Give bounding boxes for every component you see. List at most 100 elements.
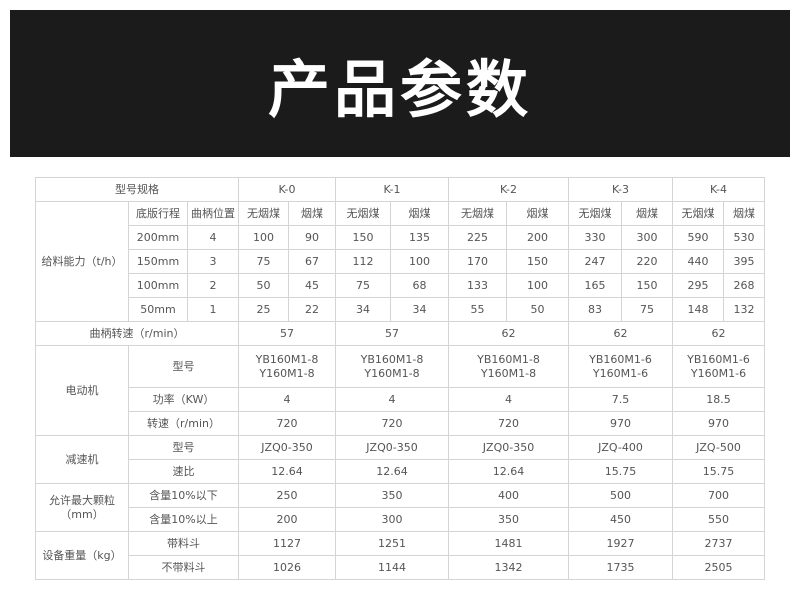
table-row: 不带料斗 1026 1144 1342 1735 2505 [36, 555, 765, 580]
stroke-value: 50mm [128, 297, 188, 322]
feed-value: 295 [672, 273, 724, 298]
header-model-spec: 型号规格 [35, 177, 239, 202]
crank-speed-value: 57 [335, 321, 449, 346]
reducer-label: 减速机 [35, 435, 129, 484]
particle-value: 350 [448, 507, 569, 532]
table-row: 150mm 3 75 67 112 100 170 150 247 220 440 395 [36, 249, 765, 274]
feed-value: 268 [723, 273, 765, 298]
feed-value: 75 [238, 249, 289, 274]
particle-value: 400 [448, 483, 569, 508]
feed-value: 395 [723, 249, 765, 274]
cell-line: YB160M1-8 [360, 352, 424, 366]
reducer-model-value: JZQ0-350 [238, 435, 336, 460]
feed-value: 25 [238, 297, 289, 322]
motor-speed-value: 720 [335, 411, 449, 436]
weight-row-label: 不带料斗 [128, 555, 239, 580]
particle-value: 550 [672, 507, 765, 532]
crank-speed-value: 62 [568, 321, 673, 346]
feed-value: 440 [672, 249, 724, 274]
feed-value: 22 [288, 297, 336, 322]
crank-position-header: 曲柄位置 [187, 201, 239, 226]
table-row: 减速机 型号 JZQ0-350 JZQ0-350 JZQ0-350 JZQ-400 JZQ-… [35, 435, 765, 484]
cell-line: （mm） [60, 507, 104, 521]
coal-type-anthracite: 无烟煤 [568, 201, 622, 226]
feed-value: 34 [390, 297, 449, 322]
feed-value: 90 [288, 225, 336, 250]
particle-value: 200 [238, 507, 336, 532]
weight-value: 1251 [335, 531, 449, 556]
reducer-model-label: 型号 [128, 435, 239, 460]
weight-value: 1927 [568, 531, 673, 556]
feed-value: 45 [288, 273, 336, 298]
feed-value: 34 [335, 297, 391, 322]
feed-value: 150 [621, 273, 673, 298]
weight-value: 1144 [335, 555, 449, 580]
weight-label: 设备重量（kg） [35, 531, 129, 580]
motor-model-label: 型号 [128, 345, 239, 388]
motor-speed-value: 720 [448, 411, 569, 436]
feed-capacity-label: 给料能力（t/h） [35, 201, 129, 322]
reducer-ratio-value: 12.64 [238, 459, 336, 484]
particle-value: 300 [335, 507, 449, 532]
particle-value: 450 [568, 507, 673, 532]
cell-line: 允许最大颗粒 [49, 493, 115, 507]
table-row: 功率（KW） 4 4 4 7.5 18.5 [36, 387, 765, 412]
feed-value: 100 [238, 225, 289, 250]
coal-type-anthracite: 无烟煤 [238, 201, 289, 226]
reducer-model-value: JZQ-400 [568, 435, 673, 460]
header-model: K-2 [448, 177, 569, 202]
table-row: 电动机 型号 YB160M1-8 Y160M1-8 YB160M1-8 Y160M1-8 Y… [35, 345, 765, 436]
stroke-value: 100mm [128, 273, 188, 298]
feed-value: 67 [288, 249, 336, 274]
cell-line: YB160M1-8 [255, 352, 319, 366]
cell-line: Y160M1-6 [592, 366, 649, 380]
feed-value: 112 [335, 249, 391, 274]
header-banner: 产品参数 [10, 10, 790, 157]
crank-value: 1 [187, 297, 239, 322]
crank-speed-value: 57 [238, 321, 336, 346]
feed-value: 590 [672, 225, 724, 250]
table-row: 给料能力（t/h） 底版行程 曲柄位置 无烟煤 烟煤 无烟煤 烟煤 无烟煤 烟煤 无烟煤 烟煤 无烟煤… [35, 201, 765, 322]
cell-line: YB160M1-6 [589, 352, 652, 366]
coal-type-bituminous: 烟煤 [621, 201, 673, 226]
motor-speed-value: 970 [568, 411, 673, 436]
reducer-model-value: JZQ0-350 [335, 435, 449, 460]
weight-value: 1026 [238, 555, 336, 580]
motor-power-value: 4 [238, 387, 336, 412]
motor-model-value: YB160M1-8 Y160M1-8 [448, 345, 569, 388]
header-model: K-4 [672, 177, 765, 202]
crank-value: 4 [187, 225, 239, 250]
particle-value: 500 [568, 483, 673, 508]
reducer-ratio-value: 12.64 [335, 459, 449, 484]
motor-power-value: 7.5 [568, 387, 673, 412]
weight-value: 1735 [568, 555, 673, 580]
reducer-ratio-value: 15.75 [568, 459, 673, 484]
crank-speed-value: 62 [448, 321, 569, 346]
coal-type-bituminous: 烟煤 [723, 201, 765, 226]
header-model: K-1 [335, 177, 449, 202]
crank-value: 3 [187, 249, 239, 274]
stroke-value: 200mm [128, 225, 188, 250]
feed-value: 100 [390, 249, 449, 274]
feed-value: 148 [672, 297, 724, 322]
table-row: 曲柄转速（r/min） 57 57 62 62 62 [35, 321, 765, 346]
table-row: 含量10%以上 200 300 350 450 550 [36, 507, 765, 532]
weight-value: 1342 [448, 555, 569, 580]
table-row: 转速（r/min） 720 720 720 970 970 [36, 411, 765, 436]
crank-speed-value: 62 [672, 321, 765, 346]
table-row: 速比 12.64 12.64 12.64 15.75 15.75 [36, 459, 765, 484]
crank-value: 2 [187, 273, 239, 298]
feed-value: 530 [723, 225, 765, 250]
coal-type-bituminous: 烟煤 [390, 201, 449, 226]
page-title: 产品参数 [267, 52, 532, 126]
feed-value: 247 [568, 249, 622, 274]
feed-value: 132 [723, 297, 765, 322]
table-row: 型号规格 K-0 K-1 K-2 K-3 K-4 [35, 177, 765, 202]
motor-label: 电动机 [35, 345, 129, 436]
feed-value: 150 [335, 225, 391, 250]
feed-value: 75 [335, 273, 391, 298]
coal-type-anthracite: 无烟煤 [448, 201, 507, 226]
crank-speed-label: 曲柄转速（r/min） [35, 321, 239, 346]
cell-line: Y160M1-8 [364, 366, 420, 380]
feed-value: 220 [621, 249, 673, 274]
